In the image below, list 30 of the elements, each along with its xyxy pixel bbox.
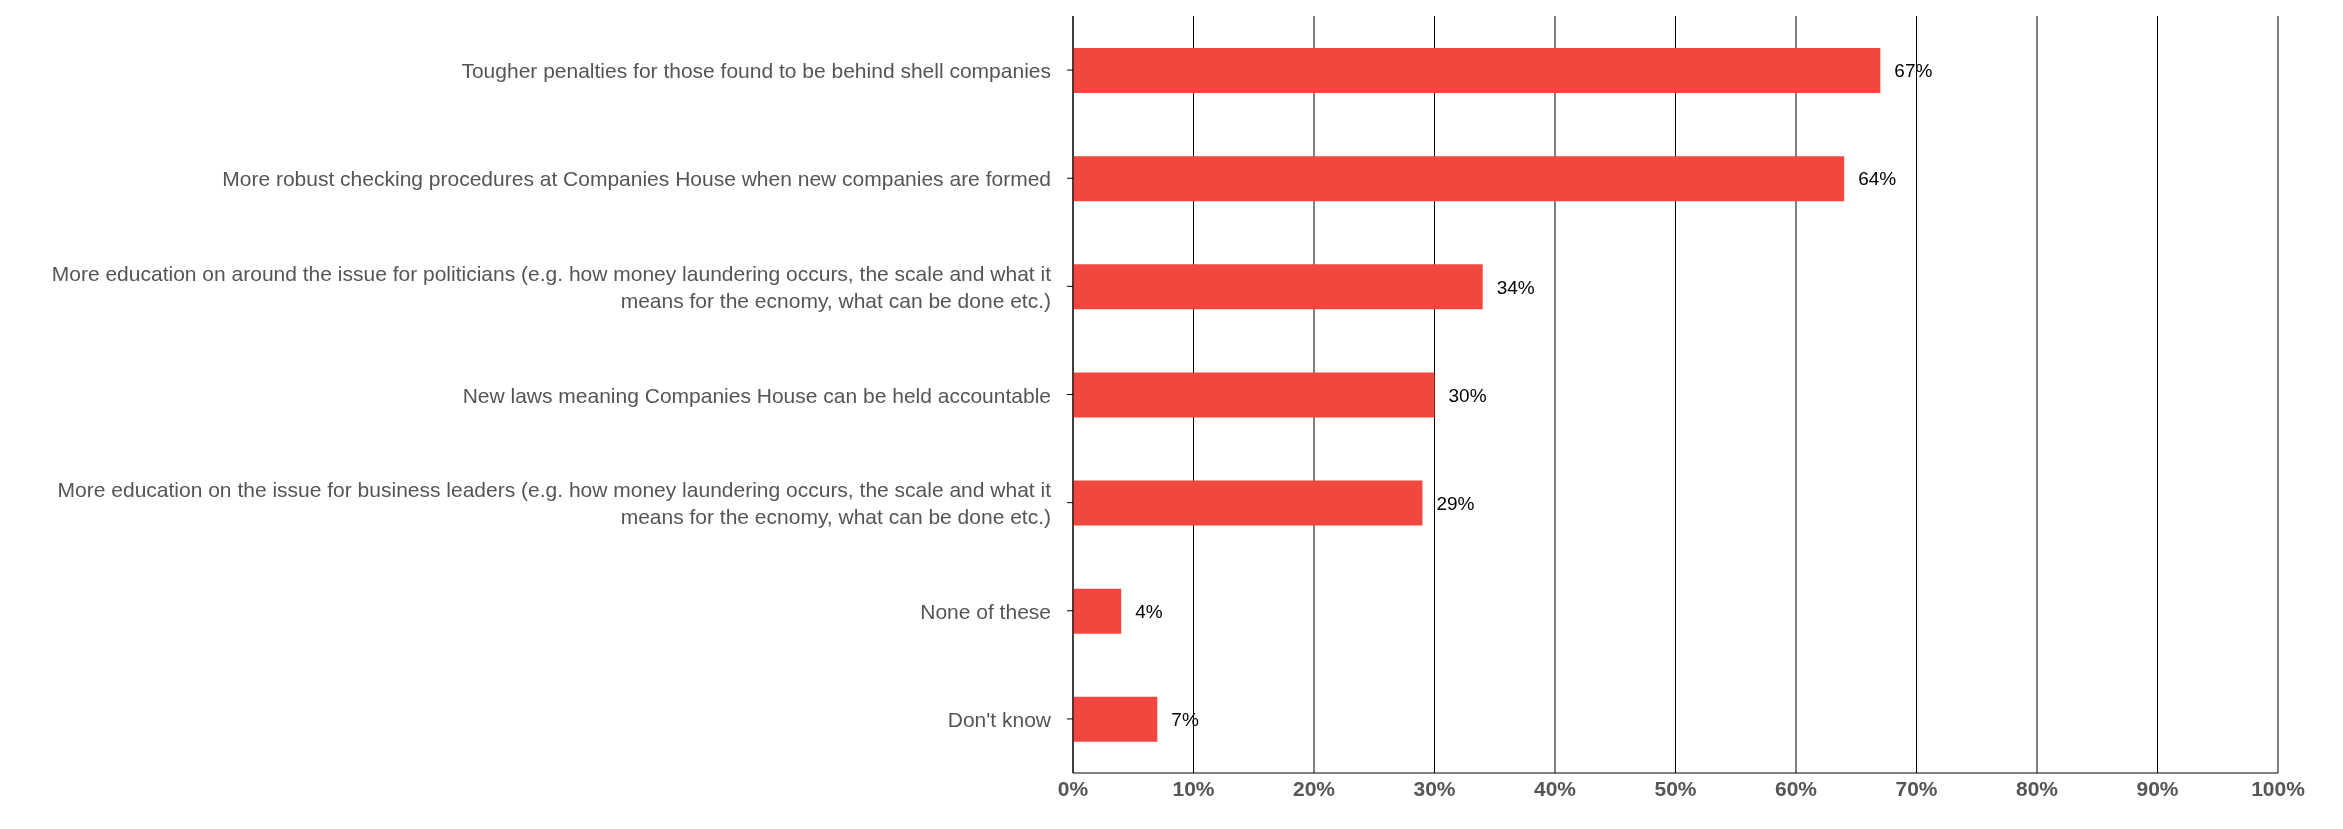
bar	[1073, 480, 1423, 526]
bar	[1073, 372, 1435, 418]
x-tick-label: 90%	[2136, 776, 2179, 800]
x-tick-label: 30%	[1413, 776, 1456, 800]
x-tick-label: 40%	[1533, 776, 1577, 800]
y-tick-label: Tougher penalties for those found to be behind shell companies	[461, 58, 1051, 82]
x-tick-label: 0%	[1057, 776, 1089, 800]
data-label: 34%	[1496, 276, 1535, 298]
y-tick-label: New laws meaning Companies House can be held accountable	[462, 383, 1051, 406]
y-tick-label: More robust checking procedures at Companies House when new companies are formed	[222, 166, 1051, 190]
x-tick-label: 50%	[1654, 776, 1697, 800]
data-label: 64%	[1858, 168, 1897, 190]
data-label: 4%	[1135, 600, 1163, 622]
x-tick-label: 100%	[2251, 776, 2306, 800]
bar	[1073, 156, 1845, 202]
y-tick-label: More education on around the issue for politicians (e.g. how money laundering occurs, the scale and what it means for the ecnomy, what can be done etc.)	[51, 261, 1052, 312]
y-tick-label: More education on the issue for business leaders (e.g. how money laundering occurs, the scale and what it means for the ecnomy, what can be done etc.)	[57, 477, 1052, 528]
data-label: 30%	[1448, 384, 1487, 406]
x-tick-label: 70%	[1895, 776, 1938, 800]
x-tick-label: 20%	[1292, 776, 1336, 800]
x-tick-label: 10%	[1172, 776, 1215, 800]
bar	[1073, 48, 1881, 93]
bar	[1073, 696, 1158, 742]
y-tick-label: None of these	[920, 599, 1051, 623]
bar	[1073, 588, 1122, 634]
x-tick-label: 80%	[2015, 776, 2059, 800]
data-label: 29%	[1436, 492, 1475, 514]
bar	[1073, 264, 1483, 310]
y-tick-label: Don't know	[947, 707, 1052, 731]
x-tick-label: 60%	[1774, 776, 1818, 800]
